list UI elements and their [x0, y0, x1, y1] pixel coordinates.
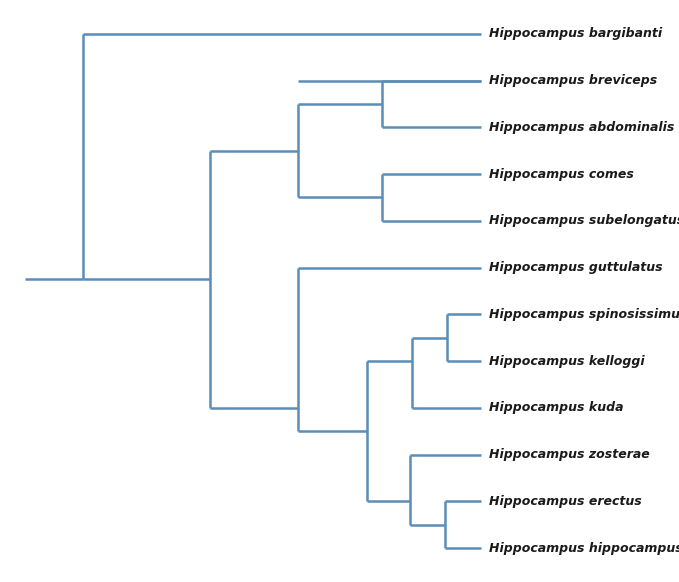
Text: Hippocampus spinosissimus: Hippocampus spinosissimus	[489, 308, 679, 321]
Text: Hippocampus comes: Hippocampus comes	[489, 168, 634, 180]
Text: Hippocampus subelongatus: Hippocampus subelongatus	[489, 214, 679, 228]
Text: Hippocampus breviceps: Hippocampus breviceps	[489, 74, 657, 87]
Text: Hippocampus hippocampus: Hippocampus hippocampus	[489, 542, 679, 555]
Text: Hippocampus erectus: Hippocampus erectus	[489, 495, 642, 508]
Text: Hippocampus kelloggi: Hippocampus kelloggi	[489, 354, 644, 368]
Text: Hippocampus guttulatus: Hippocampus guttulatus	[489, 261, 662, 274]
Text: Hippocampus abdominalis: Hippocampus abdominalis	[489, 121, 674, 134]
Text: Hippocampus zosterae: Hippocampus zosterae	[489, 448, 649, 461]
Text: Hippocampus bargibanti: Hippocampus bargibanti	[489, 27, 662, 40]
Text: Hippocampus kuda: Hippocampus kuda	[489, 402, 623, 414]
